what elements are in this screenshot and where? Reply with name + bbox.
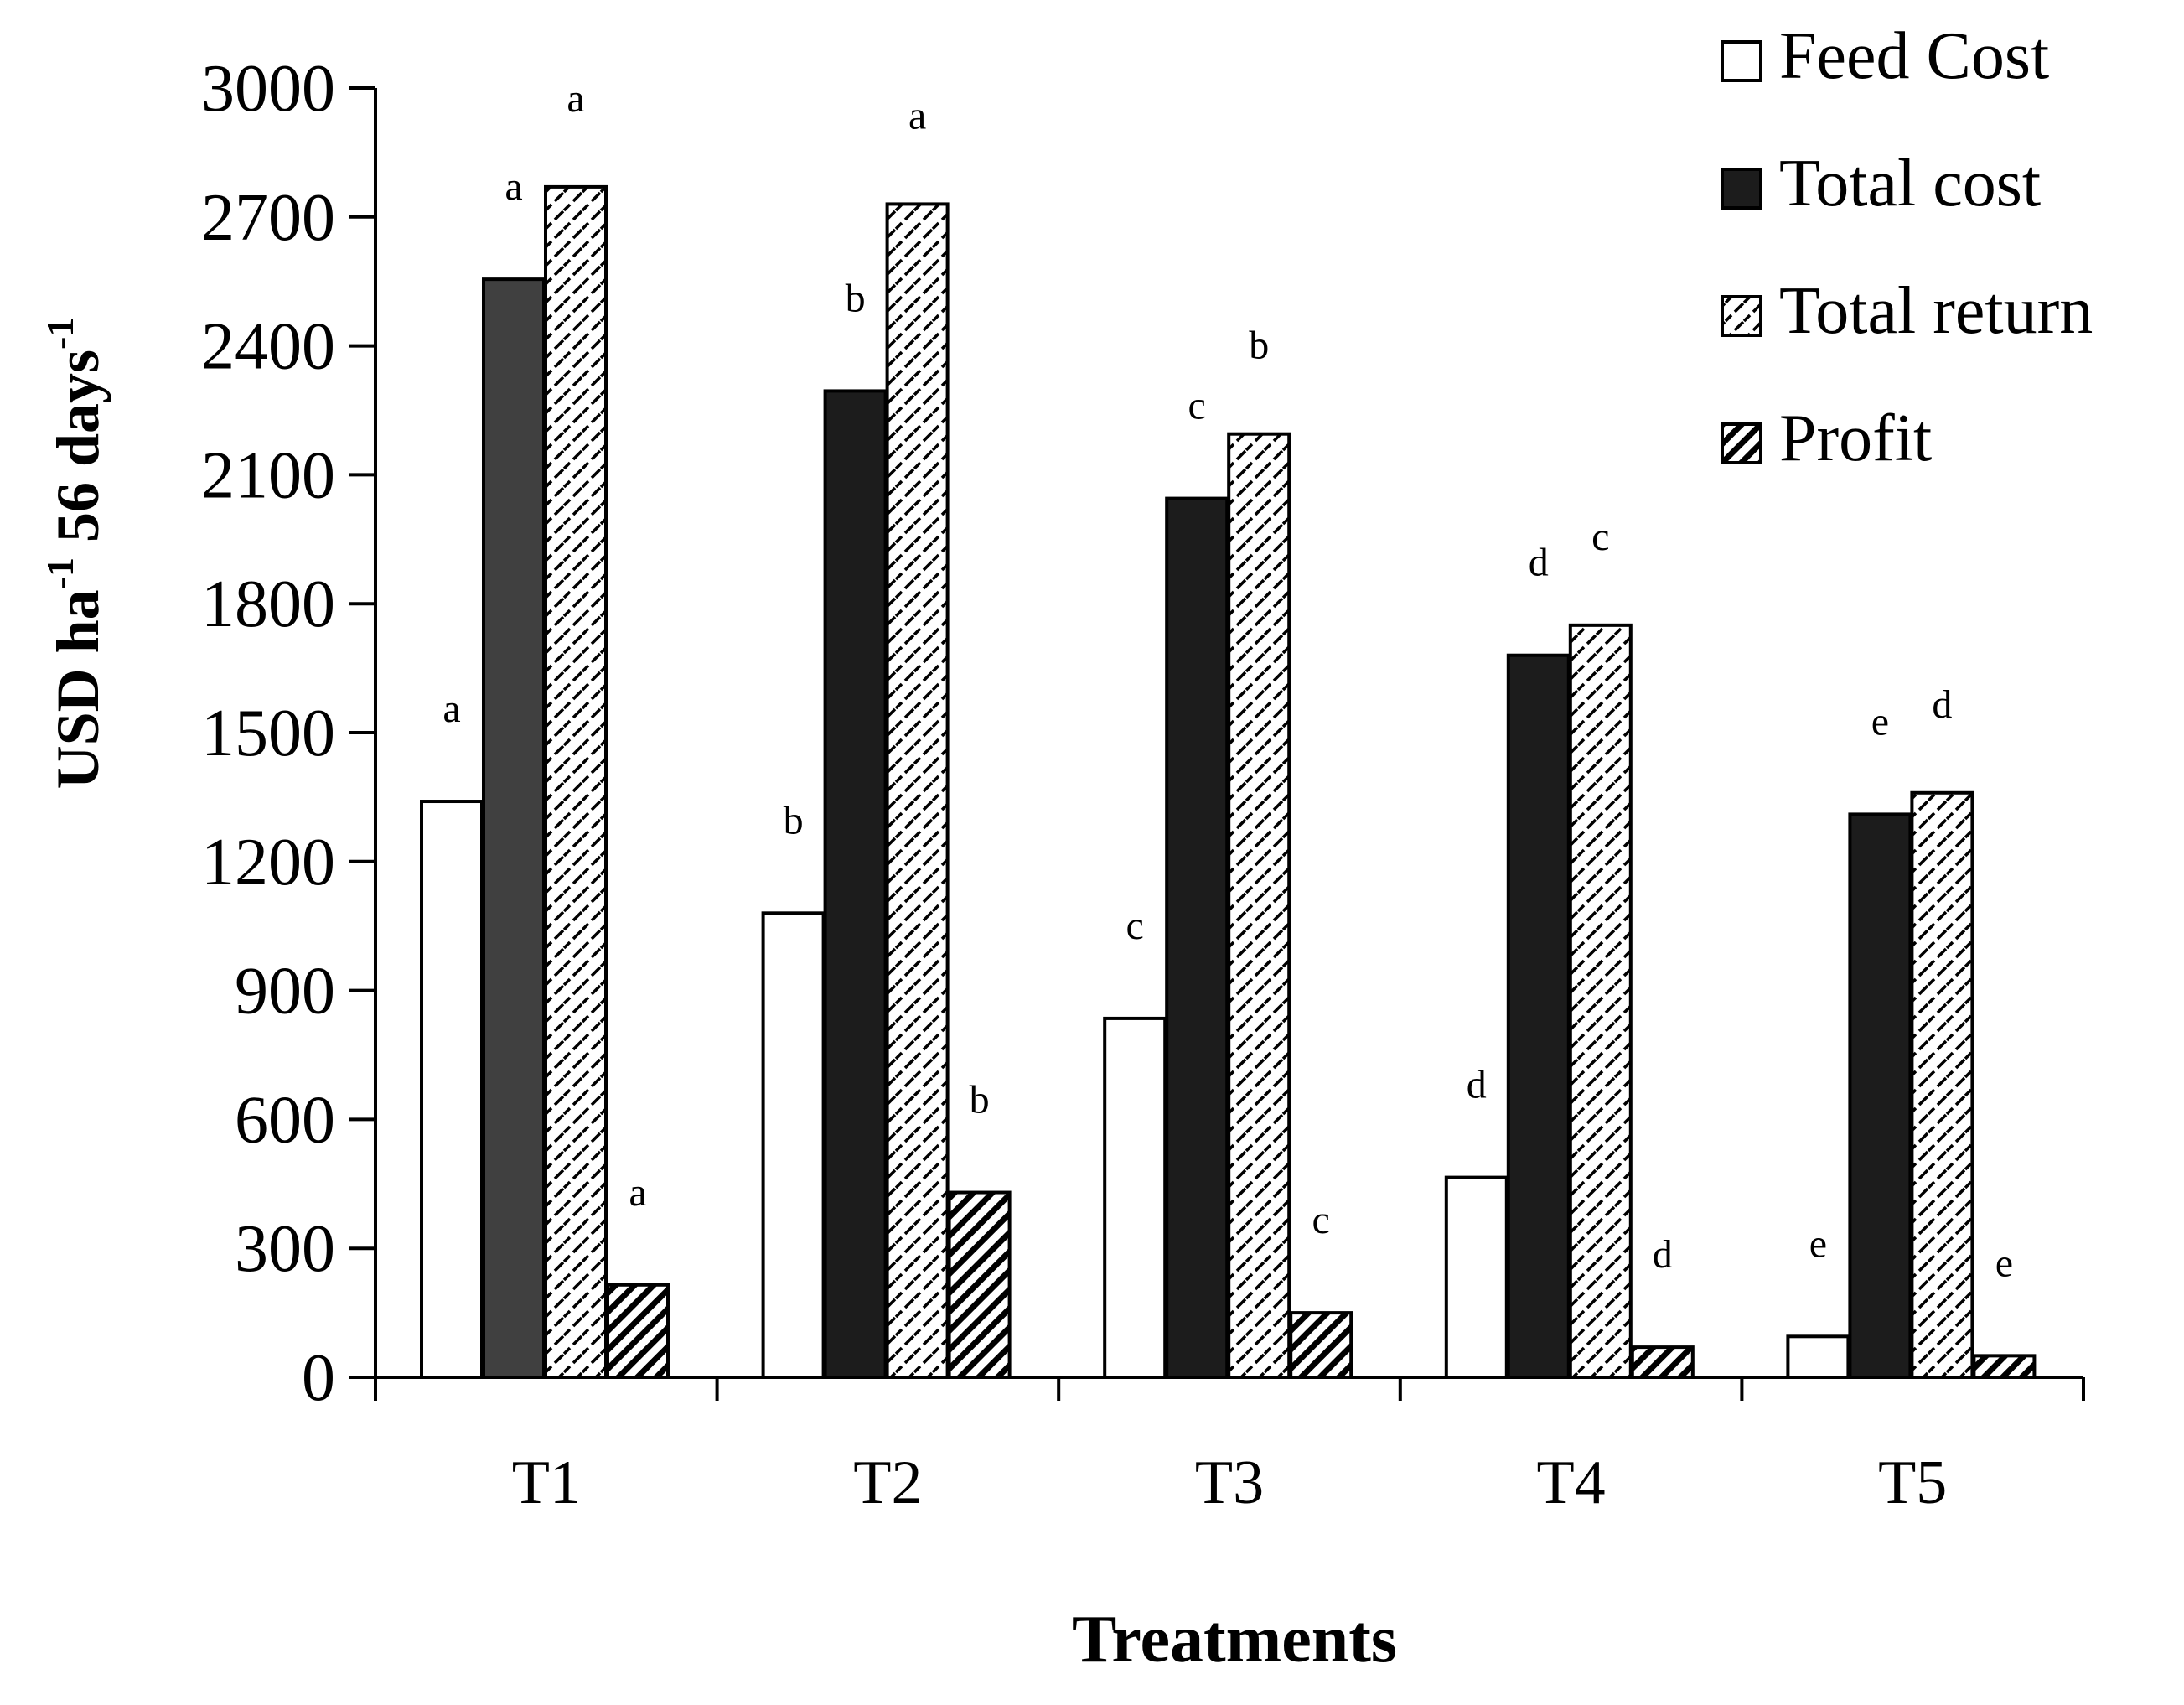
legend: Feed Cost Total cost Total return Profit xyxy=(1721,19,2093,475)
bar xyxy=(1444,1175,1509,1379)
bar xyxy=(885,202,950,1379)
bar xyxy=(1506,653,1571,1379)
significance-letter: a xyxy=(442,687,460,731)
bar xyxy=(761,911,825,1379)
y-tick-label: 300 xyxy=(235,1212,335,1286)
x-tick-label: T3 xyxy=(1195,1448,1264,1517)
significance-letter: b xyxy=(1249,324,1269,368)
significance-letter: a xyxy=(908,93,926,137)
significance-letter: a xyxy=(567,76,584,121)
bar xyxy=(1227,432,1291,1379)
x-tick-label: T1 xyxy=(512,1448,581,1517)
bar xyxy=(1630,1345,1695,1379)
significance-letter: b xyxy=(784,798,804,842)
significance-letter: c xyxy=(1126,904,1144,948)
significance-letter: d xyxy=(1467,1063,1487,1107)
legend-label: Feed Cost xyxy=(1779,19,2049,93)
bar xyxy=(1848,812,1912,1379)
bars xyxy=(420,184,2037,1380)
y-tick-label: 2700 xyxy=(201,181,335,255)
x-tick-label: T4 xyxy=(1536,1448,1605,1517)
y-tick-label: 0 xyxy=(302,1341,335,1415)
bar xyxy=(947,1190,1012,1380)
significance-letter: b xyxy=(970,1078,990,1122)
legend-swatch xyxy=(1721,422,1762,464)
significance-letter: d xyxy=(1529,541,1549,585)
legend-swatch xyxy=(1721,40,1762,82)
significance-letter: e xyxy=(1871,699,1889,744)
bar xyxy=(482,277,546,1379)
significance-letter: c xyxy=(1312,1198,1330,1242)
axes: 0 300 600 900 1200 1500 1800 2100 2400 2700 3000 T1… xyxy=(201,52,2085,1517)
significance-letter: d xyxy=(1932,682,1952,727)
bar xyxy=(1165,496,1229,1379)
legend-label: Profit xyxy=(1779,402,1932,475)
bar xyxy=(1289,1311,1353,1379)
significance-letter: d xyxy=(1653,1232,1673,1277)
y-tick-label: 1200 xyxy=(201,826,335,899)
x-axis-label: Treatments xyxy=(1072,1603,1397,1676)
significance-letter: e xyxy=(1809,1221,1827,1266)
significance-letter: c xyxy=(1591,515,1609,559)
bar xyxy=(420,800,484,1379)
legend-label: Total return xyxy=(1779,274,2093,348)
significance-letter: e xyxy=(1995,1241,2013,1285)
bar xyxy=(1103,1016,1167,1379)
bar xyxy=(1910,790,1974,1379)
y-tick-label: 1500 xyxy=(201,697,335,770)
significance-letter: a xyxy=(505,164,522,209)
significance-letter: b xyxy=(846,276,866,320)
bar xyxy=(1786,1334,1850,1379)
bar xyxy=(1972,1354,2037,1380)
y-axis-label: USD ha-1 56 days-1 xyxy=(39,318,111,790)
legend-label: Total cost xyxy=(1779,147,2041,220)
legend-swatch xyxy=(1721,168,1762,210)
y-tick-label: 1800 xyxy=(201,567,335,641)
y-tick-label: 2400 xyxy=(201,310,335,384)
significance-letter: a xyxy=(629,1170,646,1215)
bar xyxy=(823,389,888,1379)
y-tick-label: 600 xyxy=(235,1083,335,1157)
bar xyxy=(544,184,608,1379)
x-tick-label: T5 xyxy=(1878,1448,1947,1517)
y-tick-label: 900 xyxy=(235,955,335,1029)
significance-letter: c xyxy=(1188,384,1206,428)
y-tick-label: 3000 xyxy=(201,52,335,126)
legend-swatch xyxy=(1721,295,1762,337)
bar xyxy=(1568,623,1633,1379)
bar xyxy=(606,1283,670,1379)
y-tick-label: 2100 xyxy=(201,438,335,512)
x-tick-label: T2 xyxy=(853,1448,922,1517)
